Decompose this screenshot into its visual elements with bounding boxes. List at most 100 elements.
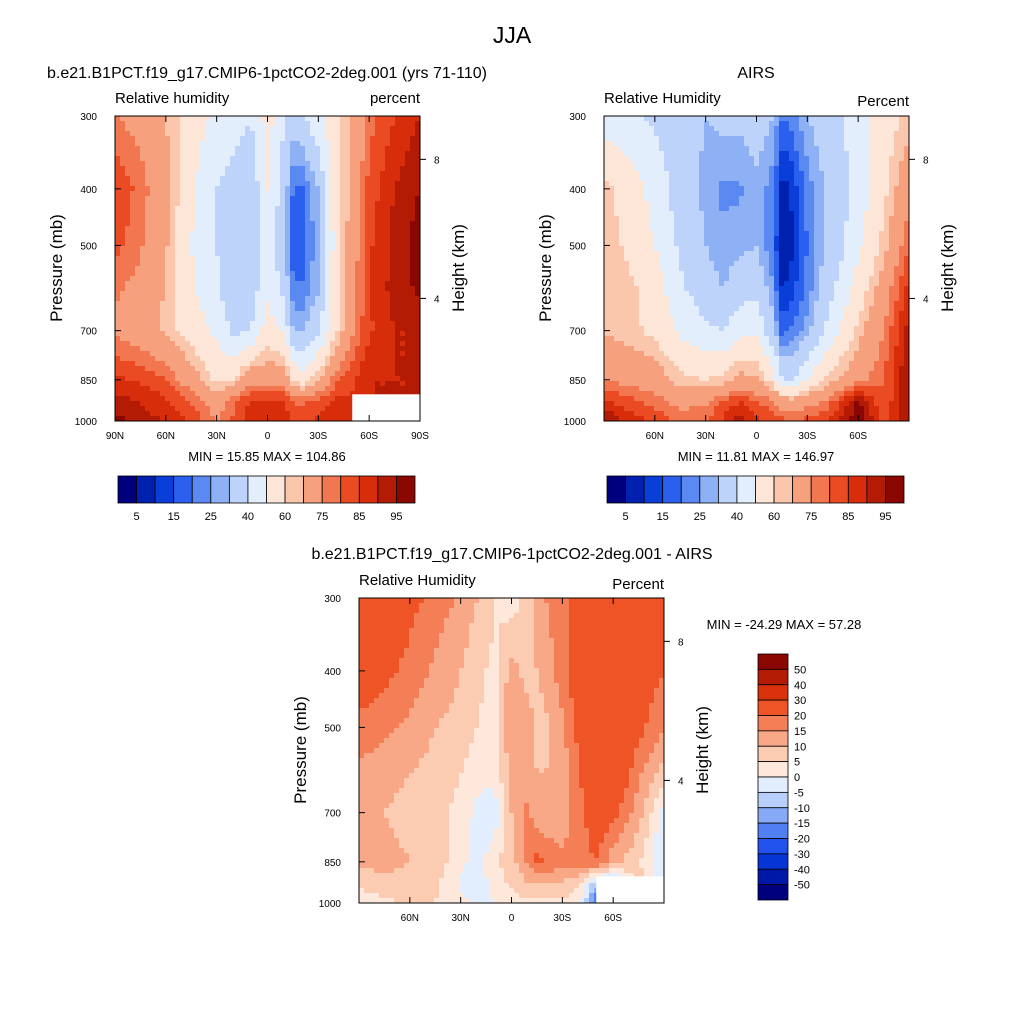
field-cell — [325, 181, 331, 187]
field-cell — [375, 276, 381, 282]
field-cell — [729, 126, 735, 132]
field-cell — [310, 401, 316, 407]
field-cell — [355, 136, 361, 142]
field-cell — [684, 211, 690, 217]
field-cell — [629, 161, 635, 167]
field-cell — [619, 141, 625, 147]
field-cell — [330, 276, 336, 282]
field-cell — [240, 136, 246, 142]
field-cell — [210, 396, 216, 402]
field-cell — [210, 381, 216, 387]
colorbar-box — [228, 475, 249, 504]
field-cell — [894, 201, 900, 207]
field-cell — [200, 156, 206, 162]
field-cell — [415, 356, 421, 362]
field-cell — [864, 126, 870, 132]
field-cell — [355, 151, 361, 157]
field-cell — [315, 176, 321, 182]
field-cell — [330, 371, 336, 377]
field-cell — [315, 116, 321, 122]
field-cell — [115, 396, 121, 402]
field-cell — [170, 201, 176, 207]
field-cell — [215, 231, 221, 237]
field-cell — [624, 171, 630, 177]
field-cell — [624, 146, 630, 152]
field-cell — [290, 411, 296, 417]
field-cell — [330, 286, 336, 292]
field-cell — [315, 416, 321, 422]
field-cell — [365, 176, 371, 182]
field-cell — [689, 131, 695, 137]
field-cell — [395, 241, 401, 247]
field-cell — [270, 361, 276, 367]
field-cell — [400, 291, 406, 297]
field-cell — [140, 416, 146, 422]
field-cell — [400, 121, 406, 127]
field-cell — [130, 146, 136, 152]
field-cell — [619, 126, 625, 132]
field-cell — [634, 146, 640, 152]
field-cell — [395, 186, 401, 192]
field-cell — [280, 181, 286, 187]
field-cell — [734, 186, 740, 192]
field-cell — [300, 346, 306, 352]
field-cell — [415, 326, 421, 332]
field-cell — [215, 371, 221, 377]
field-cell — [165, 341, 171, 347]
field-cell — [330, 281, 336, 287]
field-cell — [335, 381, 341, 387]
field-cell — [400, 226, 406, 232]
field-cell — [135, 311, 141, 317]
field-cell — [195, 351, 201, 357]
field-cell — [410, 386, 416, 392]
field-cell — [410, 156, 416, 162]
field-cell — [200, 276, 206, 282]
field-cell — [375, 356, 381, 362]
field-cell — [385, 286, 391, 292]
field-cell — [355, 301, 361, 307]
field-cell — [225, 196, 231, 202]
field-cell — [639, 161, 645, 167]
field-cell — [190, 376, 196, 382]
field-cell — [130, 306, 136, 312]
field-cell — [400, 316, 406, 322]
field-cell — [245, 211, 251, 217]
field-cell — [220, 171, 226, 177]
field-cell — [170, 266, 176, 272]
field-cell — [310, 161, 316, 167]
field-cell — [684, 151, 690, 157]
field-cell — [360, 196, 366, 202]
field-cell — [175, 321, 181, 327]
field-cell — [330, 241, 336, 247]
field-cell — [355, 281, 361, 287]
field-cell — [310, 166, 316, 172]
field-cell — [395, 221, 401, 227]
field-cell — [884, 206, 890, 212]
field-cell — [385, 361, 391, 367]
field-cell — [300, 136, 306, 142]
field-cell — [220, 381, 226, 387]
field-cell — [824, 206, 830, 212]
field-cell — [385, 216, 391, 222]
field-cell — [200, 291, 206, 297]
field-cell — [170, 226, 176, 232]
field-cell — [150, 401, 156, 407]
field-cell — [120, 371, 126, 377]
field-cell — [175, 346, 181, 352]
field-cell — [160, 261, 166, 267]
field-cell — [240, 356, 246, 362]
field-cell — [624, 201, 630, 207]
field-cell — [260, 191, 266, 197]
field-cell — [235, 186, 241, 192]
field-cell — [155, 216, 161, 222]
field-cell — [325, 261, 331, 267]
field-cell — [125, 326, 131, 332]
field-cell — [205, 141, 211, 147]
field-cell — [819, 121, 825, 127]
field-cell — [210, 196, 216, 202]
field-cell — [360, 216, 366, 222]
field-cell — [335, 216, 341, 222]
field-cell — [325, 286, 331, 292]
field-cell — [400, 301, 406, 307]
field-cell — [664, 161, 670, 167]
